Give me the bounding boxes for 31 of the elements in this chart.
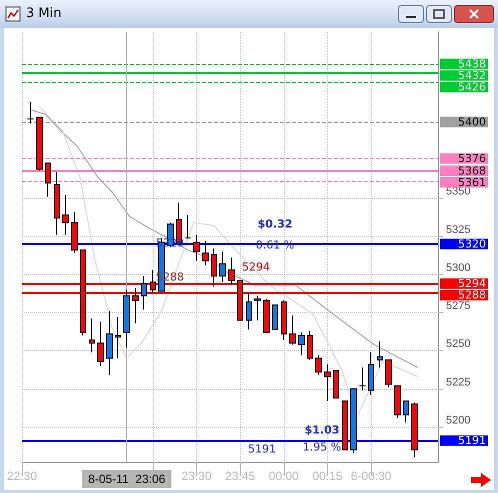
ref-line-label: 5438 — [458, 58, 486, 71]
y-tick-label: 5275 — [446, 300, 470, 312]
y-tick-label: 5325 — [446, 224, 470, 236]
x-tick-label: 22:30 — [7, 469, 38, 483]
x-tick-label: 00:00 — [268, 469, 300, 483]
text: 5294 — [458, 277, 486, 290]
ref-line-label: 5400 — [458, 115, 486, 128]
x-tick-label: 23:45 — [225, 469, 256, 483]
x-tick-label: 23:30 — [182, 469, 212, 483]
x-tick-label: 00:15 — [312, 469, 343, 483]
ref-line-label: 5432 — [458, 69, 486, 82]
ref-line-label: 5376 — [458, 152, 486, 166]
ref-line-label: 5320 — [156, 236, 184, 250]
y-tick-label: 5250 — [446, 338, 470, 350]
ref-line-label: 5426 — [458, 80, 486, 94]
chart-title: 3 Min — [26, 6, 62, 21]
y-tick-label: 5200 — [446, 414, 470, 426]
ref-line-label: 5368 — [458, 164, 486, 178]
text: 5191 — [458, 434, 486, 448]
ref-line-label: 5294 — [242, 260, 270, 274]
y-tick-label: 5225 — [446, 376, 470, 388]
annotation: $0.32 — [258, 218, 292, 230]
ref-line-label: 5191 — [248, 442, 276, 456]
y-tick-label: 5300 — [446, 262, 470, 274]
ref-line-label: 5361 — [458, 176, 486, 189]
x-tick-label: 6-00:30 — [350, 469, 392, 483]
annotation: 1.95 % — [302, 440, 342, 454]
text: 5320 — [458, 237, 486, 250]
text: 5288 — [458, 288, 486, 302]
ref-line-label: 8-05-11 23:06 — [88, 472, 166, 486]
annotation: $1.03 — [304, 424, 340, 436]
